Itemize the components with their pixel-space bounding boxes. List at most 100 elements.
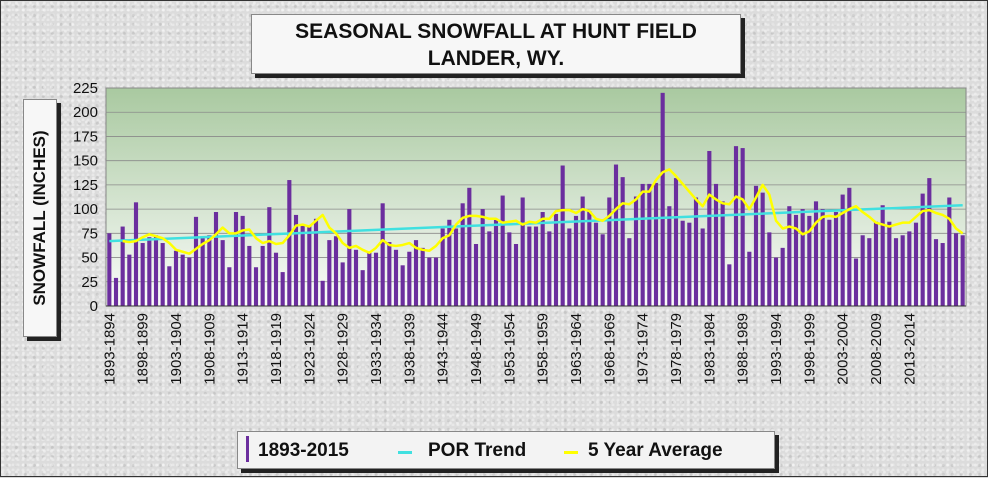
x-tick-label: 1933-1934 [368, 313, 385, 385]
bar [573, 215, 579, 306]
y-tick-label: 50 [81, 250, 98, 267]
bar [207, 235, 212, 306]
x-tick-label: 1903-1904 [168, 313, 185, 385]
y-tick-label: 25 [81, 274, 98, 291]
bar [427, 257, 432, 306]
x-tick-label: 1923-1924 [301, 313, 318, 385]
bar [927, 178, 932, 306]
bar [893, 238, 899, 306]
y-axis-ticks: 0 25 50 75 100 125 150 175 200 225 [73, 80, 98, 315]
bar [220, 240, 225, 306]
x-tick-label: 1943-1944 [435, 313, 452, 385]
bar [200, 237, 205, 306]
bar [807, 215, 812, 306]
bar [227, 267, 232, 306]
legend: 1893-2015 POR Trend 5 Year Average [237, 431, 775, 469]
legend-label-bars: 1893-2015 [258, 440, 349, 461]
x-tick-label: 1973-1974 [635, 313, 652, 385]
bar [320, 280, 325, 306]
bar [587, 211, 592, 306]
bar-series [107, 92, 965, 306]
bar [687, 222, 692, 306]
bar [920, 193, 925, 306]
bar [647, 183, 652, 306]
bar [273, 252, 279, 306]
x-tick-label: 2003-2004 [835, 313, 852, 385]
bar [507, 232, 512, 306]
bar [953, 233, 959, 306]
average-line [122, 168, 964, 255]
x-tick-label: 1918-1919 [268, 313, 285, 385]
bar [133, 202, 139, 306]
bar [780, 247, 785, 306]
bar [467, 187, 472, 306]
x-tick-label: 1968-1969 [601, 313, 618, 385]
bar [713, 183, 719, 306]
bar [873, 221, 879, 306]
bar [127, 254, 132, 306]
bar [533, 226, 539, 306]
x-tick-label: 1993-1994 [768, 313, 785, 385]
bar [233, 212, 239, 306]
bar [580, 196, 585, 306]
bar [400, 265, 405, 306]
x-tick-label: 1978-1979 [668, 313, 685, 385]
x-tick-label: 1988-1989 [735, 313, 752, 385]
bar [860, 235, 865, 306]
bar [653, 182, 659, 306]
bar [867, 238, 872, 306]
bar [313, 218, 319, 306]
bar [767, 232, 772, 306]
bar [120, 226, 125, 306]
bar [627, 238, 632, 306]
bar [793, 214, 799, 306]
x-tick-label: 1908-1909 [201, 313, 218, 385]
bar [247, 245, 252, 306]
bar [727, 264, 732, 306]
bar [360, 270, 365, 306]
bar [493, 219, 499, 306]
y-axis-label: SNOWFALL (INCHES) [30, 130, 49, 306]
legend-label-trend: POR Trend [428, 440, 527, 461]
line-series [109, 168, 964, 255]
bar [760, 192, 765, 306]
y-tick-label: 200 [73, 104, 98, 121]
bar [413, 240, 419, 306]
bar [373, 252, 379, 306]
y-tick-label: 225 [73, 80, 98, 97]
bar [820, 209, 825, 306]
bar [327, 240, 332, 306]
y-tick-label: 75 [81, 225, 98, 242]
bar [553, 213, 559, 306]
bar [773, 257, 779, 306]
bar [840, 194, 845, 306]
bar [167, 266, 172, 306]
x-tick-label: 1998-1999 [801, 313, 818, 385]
bar [680, 220, 685, 306]
bar [173, 250, 179, 306]
bar [887, 221, 892, 306]
legend-trend-swatch [398, 451, 412, 454]
bar [480, 209, 485, 306]
bar [153, 235, 159, 306]
y-axis-label-box: SNOWFALL (INCHES) [23, 99, 57, 337]
x-tick-label: 1928-1929 [335, 313, 352, 385]
bar [487, 231, 492, 306]
bar [140, 243, 145, 306]
bar [733, 146, 739, 306]
bar [800, 209, 805, 306]
bar [527, 226, 532, 306]
bar [280, 272, 285, 306]
bar [260, 245, 265, 306]
bar [453, 228, 459, 306]
bar [347, 209, 352, 306]
bar [613, 164, 619, 306]
bar [353, 249, 359, 306]
chart-title: SEASONAL SNOWFALL AT HUNT FIELD LANDER, … [251, 14, 741, 74]
bar [607, 197, 612, 306]
bar [813, 201, 819, 306]
y-tick-label: 150 [73, 153, 98, 170]
bar [720, 201, 725, 306]
bar [440, 228, 445, 306]
